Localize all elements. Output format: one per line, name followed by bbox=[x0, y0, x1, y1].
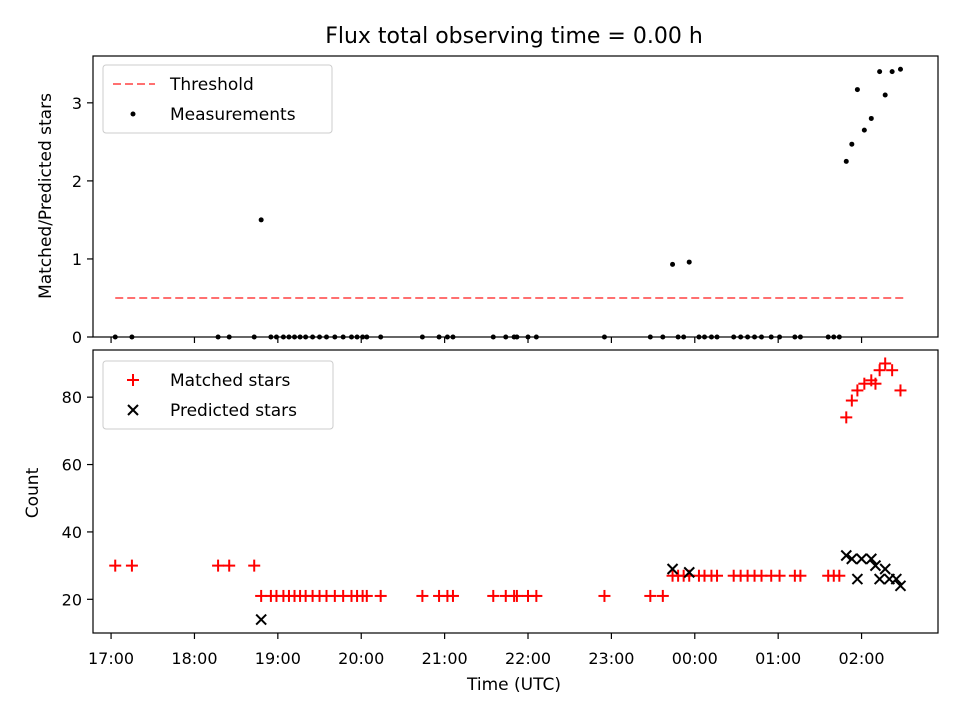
x-tick-label: 19:00 bbox=[255, 649, 301, 668]
y-tick-label: 0 bbox=[72, 328, 82, 347]
matched-star-point bbox=[212, 559, 225, 572]
top-legend: Threshold Measurements bbox=[102, 64, 333, 134]
matched-star-point bbox=[374, 589, 387, 602]
measurement-point bbox=[882, 92, 888, 98]
matched-star-point bbox=[109, 559, 122, 572]
bottom-x-ticks: 17:00 18:00 19:00 20:00 21:00 22:00 23:00 00:00… bbox=[88, 633, 885, 668]
matched-star-point bbox=[530, 589, 543, 602]
predicted-star-point bbox=[890, 573, 903, 585]
matched-star-point bbox=[248, 559, 261, 572]
bottom-legend-box bbox=[102, 360, 334, 430]
legend-threshold-label: Threshold bbox=[169, 75, 254, 95]
measurement-point bbox=[258, 217, 264, 223]
matched-star-point bbox=[873, 364, 886, 377]
predicted-star-point bbox=[869, 559, 882, 572]
predicted-star-point bbox=[855, 553, 868, 565]
x-tick-label: 23:00 bbox=[588, 649, 634, 668]
measurement-point bbox=[849, 141, 855, 147]
matched-star-point bbox=[656, 589, 669, 602]
legend-predicted-label: Predicted stars bbox=[170, 401, 297, 421]
measurement-point bbox=[861, 127, 867, 133]
predicted-star-point bbox=[846, 553, 858, 565]
measurement-point bbox=[868, 115, 874, 121]
matched-star-point bbox=[598, 589, 611, 602]
matched-star-point bbox=[773, 569, 786, 582]
measurement-point bbox=[670, 261, 676, 267]
y-tick-label: 2 bbox=[72, 172, 82, 191]
matched-star-point bbox=[125, 559, 138, 572]
y-tick-label: 80 bbox=[62, 388, 82, 407]
matched-star-point bbox=[644, 589, 657, 602]
matched-star-point bbox=[879, 357, 892, 370]
x-tick-label: 21:00 bbox=[422, 649, 468, 668]
matched-star-point bbox=[851, 384, 864, 397]
x-axis-label: Time (UTC) bbox=[466, 675, 561, 695]
predicted-star-point bbox=[666, 563, 679, 575]
top-y-axis-label: Matched/Predicted stars bbox=[36, 93, 56, 299]
top-plot-marks bbox=[112, 66, 904, 340]
measurement-point bbox=[843, 158, 849, 164]
matched-star-point bbox=[894, 384, 907, 397]
x-tick-label: 17:00 bbox=[88, 649, 134, 668]
x-tick-label: 20:00 bbox=[338, 649, 384, 668]
top-y-ticks: 0 1 2 3 bbox=[72, 94, 93, 347]
y-tick-label: 60 bbox=[62, 456, 82, 475]
predicted-star-point bbox=[840, 549, 852, 562]
x-tick-label: 02:00 bbox=[839, 649, 885, 668]
bottom-plot-marks bbox=[109, 357, 907, 626]
predicted-star-point bbox=[683, 566, 695, 579]
y-tick-label: 3 bbox=[72, 94, 82, 113]
matched-star-point bbox=[886, 364, 899, 377]
matched-star-point bbox=[840, 411, 853, 424]
matched-star-point bbox=[869, 377, 882, 390]
measurement-point bbox=[897, 66, 903, 72]
legend-matched-swatch bbox=[127, 374, 139, 386]
predicted-star-point bbox=[873, 573, 886, 585]
x-tick-label: 00:00 bbox=[672, 649, 718, 668]
predicted-star-point bbox=[879, 563, 891, 575]
predicted-star-point bbox=[851, 573, 864, 585]
legend-measurements-swatch bbox=[130, 111, 136, 117]
matched-star-point bbox=[360, 589, 373, 602]
x-tick-label: 22:00 bbox=[505, 649, 551, 668]
top-plot-frame bbox=[92, 55, 939, 338]
predicted-star-point bbox=[894, 580, 907, 592]
measurement-point bbox=[854, 87, 860, 93]
y-tick-label: 40 bbox=[62, 523, 82, 542]
bottom-axes: 20 40 60 80 17:00 18:00 19:00 20:00 21:00 22:00 2… bbox=[23, 349, 939, 695]
measurement-point bbox=[877, 69, 883, 75]
x-tick-label: 01:00 bbox=[755, 649, 801, 668]
predicted-star-point bbox=[865, 553, 877, 565]
matched-star-point bbox=[845, 394, 858, 407]
legend-predicted-swatch bbox=[127, 404, 139, 416]
top-x-ticks bbox=[110, 337, 863, 343]
matched-star-point bbox=[446, 589, 459, 602]
matched-star-point bbox=[711, 569, 724, 582]
top-axes: 0 1 2 3 Matched/Predicted stars Threshold M… bbox=[36, 55, 939, 347]
bottom-legend: Matched stars Predicted stars bbox=[102, 360, 334, 430]
bottom-y-axis-label: Count bbox=[23, 467, 43, 518]
matched-star-point bbox=[223, 559, 236, 572]
matched-star-point bbox=[487, 589, 500, 602]
matched-star-point bbox=[833, 569, 846, 582]
bottom-y-ticks: 20 40 60 80 bbox=[62, 388, 93, 609]
legend-measurements-label: Measurements bbox=[170, 105, 296, 125]
matched-star-point bbox=[510, 589, 523, 602]
matched-star-point bbox=[858, 377, 871, 390]
predicted-star-point bbox=[255, 613, 267, 626]
measurement-point bbox=[889, 69, 895, 75]
y-tick-label: 1 bbox=[72, 250, 82, 269]
x-tick-label: 18:00 bbox=[171, 649, 217, 668]
matched-star-point bbox=[794, 569, 807, 582]
chart-title: Flux total observing time = 0.00 h bbox=[325, 24, 703, 49]
matched-star-point bbox=[416, 589, 429, 602]
measurement-point bbox=[686, 259, 692, 265]
bottom-plot-frame bbox=[92, 349, 939, 634]
top-legend-box bbox=[102, 64, 333, 134]
y-tick-label: 20 bbox=[62, 590, 82, 609]
legend-matched-label: Matched stars bbox=[170, 371, 290, 391]
